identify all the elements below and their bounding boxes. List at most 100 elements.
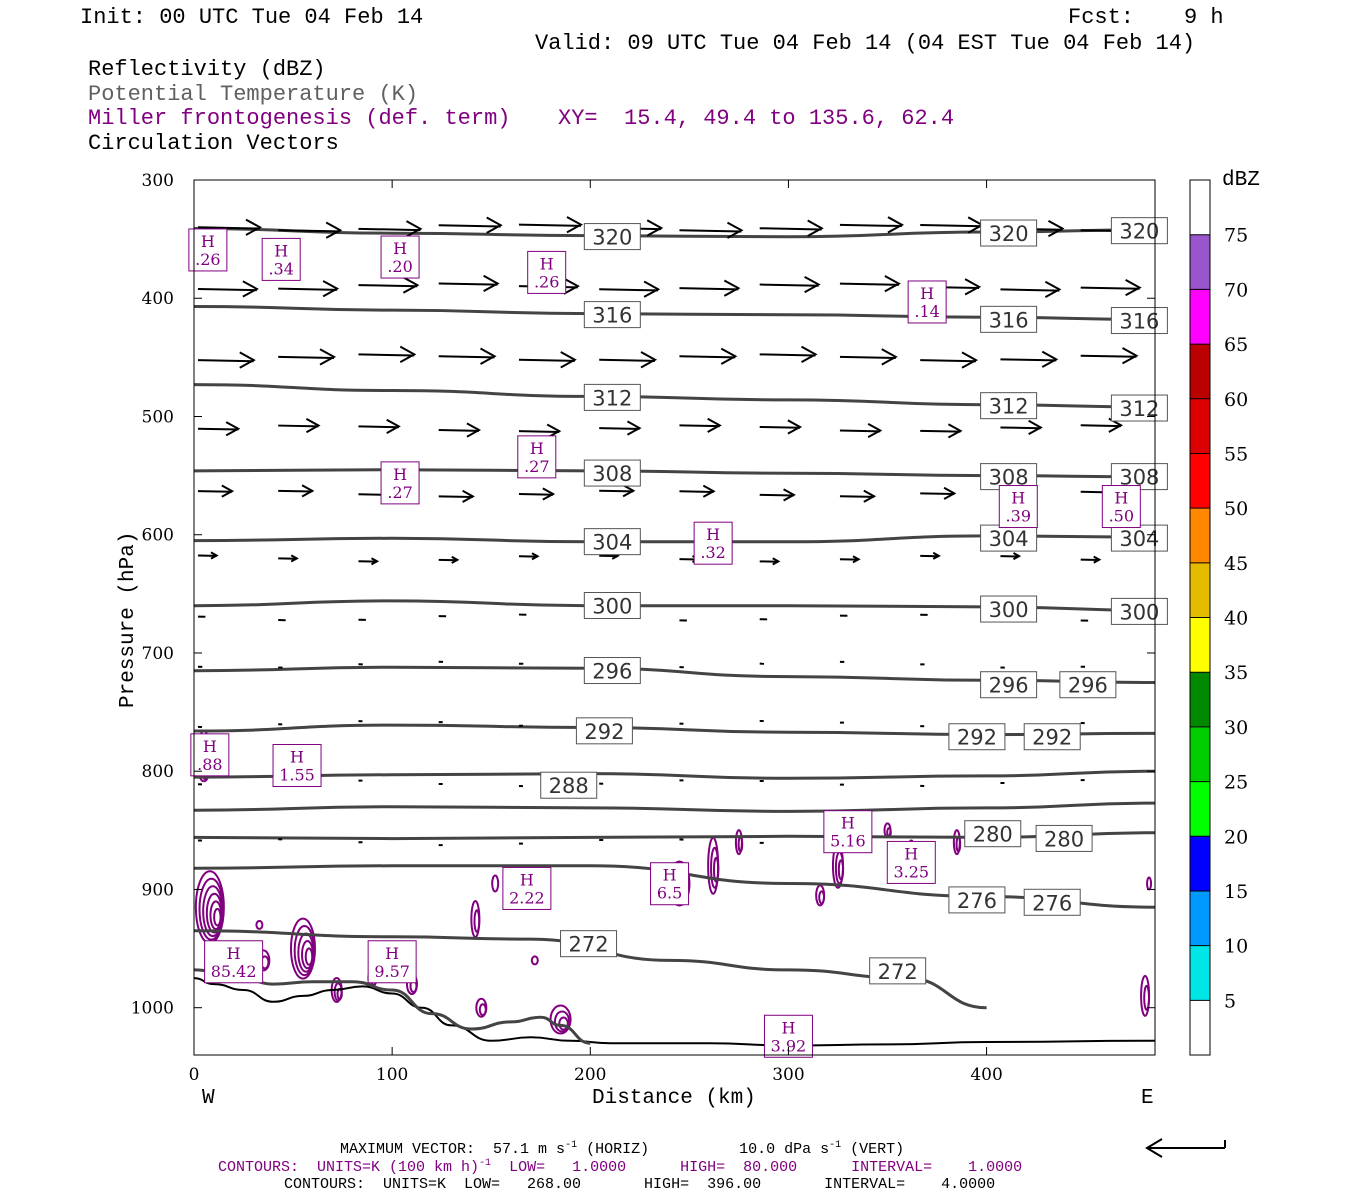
fronto-max-marker: H [385,944,399,963]
vector-head [943,486,957,500]
x-tick-label: 400 [970,1065,1002,1085]
isentrope-label: 296 [989,674,1029,698]
fronto-max-box [998,485,1038,529]
max-vertical-tail: (VERT) [841,1141,905,1158]
vector-shaft [278,229,341,233]
fronto-max-marker: H [920,284,934,303]
isentrope-label-box [1110,597,1168,625]
isentrope-label: 308 [592,462,632,486]
vector-head [225,421,241,437]
plot-frame [193,179,1156,1056]
fronto-max-marker: H [530,439,544,458]
vector-shaft [920,429,961,433]
vector-shaft [679,424,720,428]
fronto-contour [473,909,481,933]
isentrope-label: 304 [592,531,632,555]
vector-shaft [278,287,338,291]
vector-head [640,351,658,369]
fronto-max-value: 85.42 [211,962,257,981]
fronto-contour [837,859,845,881]
isentrope-284 [194,801,1155,813]
vector-shaft [438,495,473,499]
y-axis-title: Pressure (hPa) [117,531,140,708]
vector-shaft [518,430,560,433]
colorbar-label: 45 [1224,553,1248,575]
isentrope-label: 280 [973,823,1013,847]
colorbar-label: 10 [1224,936,1248,958]
colorbar-bin [1190,344,1210,399]
vector-head [804,275,821,294]
vector-head [399,345,417,363]
colorbar-label: 75 [1224,225,1248,247]
vector-head [325,221,343,239]
fronto-max-value: .39 [1006,507,1031,526]
fronto-max-marker: H [1114,489,1128,508]
fronto-max-value: .20 [387,257,412,276]
vector-head [726,221,744,239]
vector-head [1012,552,1022,561]
fronto-max-box [517,435,557,479]
colorbar-bin [1190,180,1210,235]
vector-shaft [920,224,983,228]
fronto-max-box [502,866,552,910]
fronto-contour [553,1010,571,1033]
isentrope-label: 316 [1119,310,1159,334]
vector-head [319,348,337,366]
isentrope-label: 304 [989,527,1029,551]
vector-shaft [1000,288,1060,292]
colorbar-label: 65 [1224,334,1248,356]
colorbar-bin [1190,836,1210,891]
fronto-max-box [527,250,567,294]
x-tick-label: 0 [189,1065,200,1085]
isentrope-label: 320 [1119,220,1159,244]
vector-shaft [839,355,896,359]
vector-shaft [518,358,575,362]
colorbar-label: 60 [1224,389,1248,411]
vector-head [720,347,738,365]
vector-head [723,279,741,297]
fronto-max-box [886,840,936,884]
reference-vector-arrow [1145,1138,1226,1158]
isentrope-label-box [980,219,1038,247]
vector-head [451,555,460,564]
fronto-contour [213,907,222,927]
y-tick-label: 600 [142,526,174,546]
fronto-units-exp: -1 [479,1158,492,1169]
vector-head [301,484,315,498]
vector-shaft [679,229,742,233]
vector-head [566,216,584,234]
vector-shaft [438,429,480,432]
fronto-max-value: 3.25 [893,862,929,881]
vector-shaft [1080,354,1137,358]
fronto-max-box [204,940,264,984]
fronto-contour [712,856,720,883]
fronto-max-box [261,237,301,281]
vector-shaft [759,283,819,287]
isentrope-label: 276 [1032,891,1072,915]
isentrope-label-box [560,930,618,958]
fronto-max-box [693,521,733,565]
isentrope-label-box [1035,824,1093,852]
valid-time: Valid: 09 UTC Tue 04 Feb 14 (04 EST Tue … [535,31,1196,56]
vector-head [486,216,503,234]
colorbar-label: 55 [1224,443,1248,465]
vector-shaft [278,489,313,493]
vector-shaft [839,495,875,498]
colorbar-unit: dBZ [1222,169,1260,192]
vector-head [542,487,556,501]
isentrope-label: 276 [957,889,997,913]
isentrope-label: 312 [592,386,632,410]
fronto-max-value: .27 [387,483,412,502]
isentrope-label-box [1110,394,1168,422]
vector-shaft [839,429,881,433]
colorbar-label: 25 [1224,772,1248,794]
vector-head [370,557,380,566]
vector-shaft [679,490,714,493]
vector-shaft [197,490,233,493]
isentrope-label: 316 [592,304,632,328]
isentrope-label-box [948,723,1006,751]
vector-head [646,219,664,237]
vector-head [932,551,941,560]
fronto-max-value: 2.22 [509,888,545,907]
isentrope-label-box [1059,671,1117,699]
